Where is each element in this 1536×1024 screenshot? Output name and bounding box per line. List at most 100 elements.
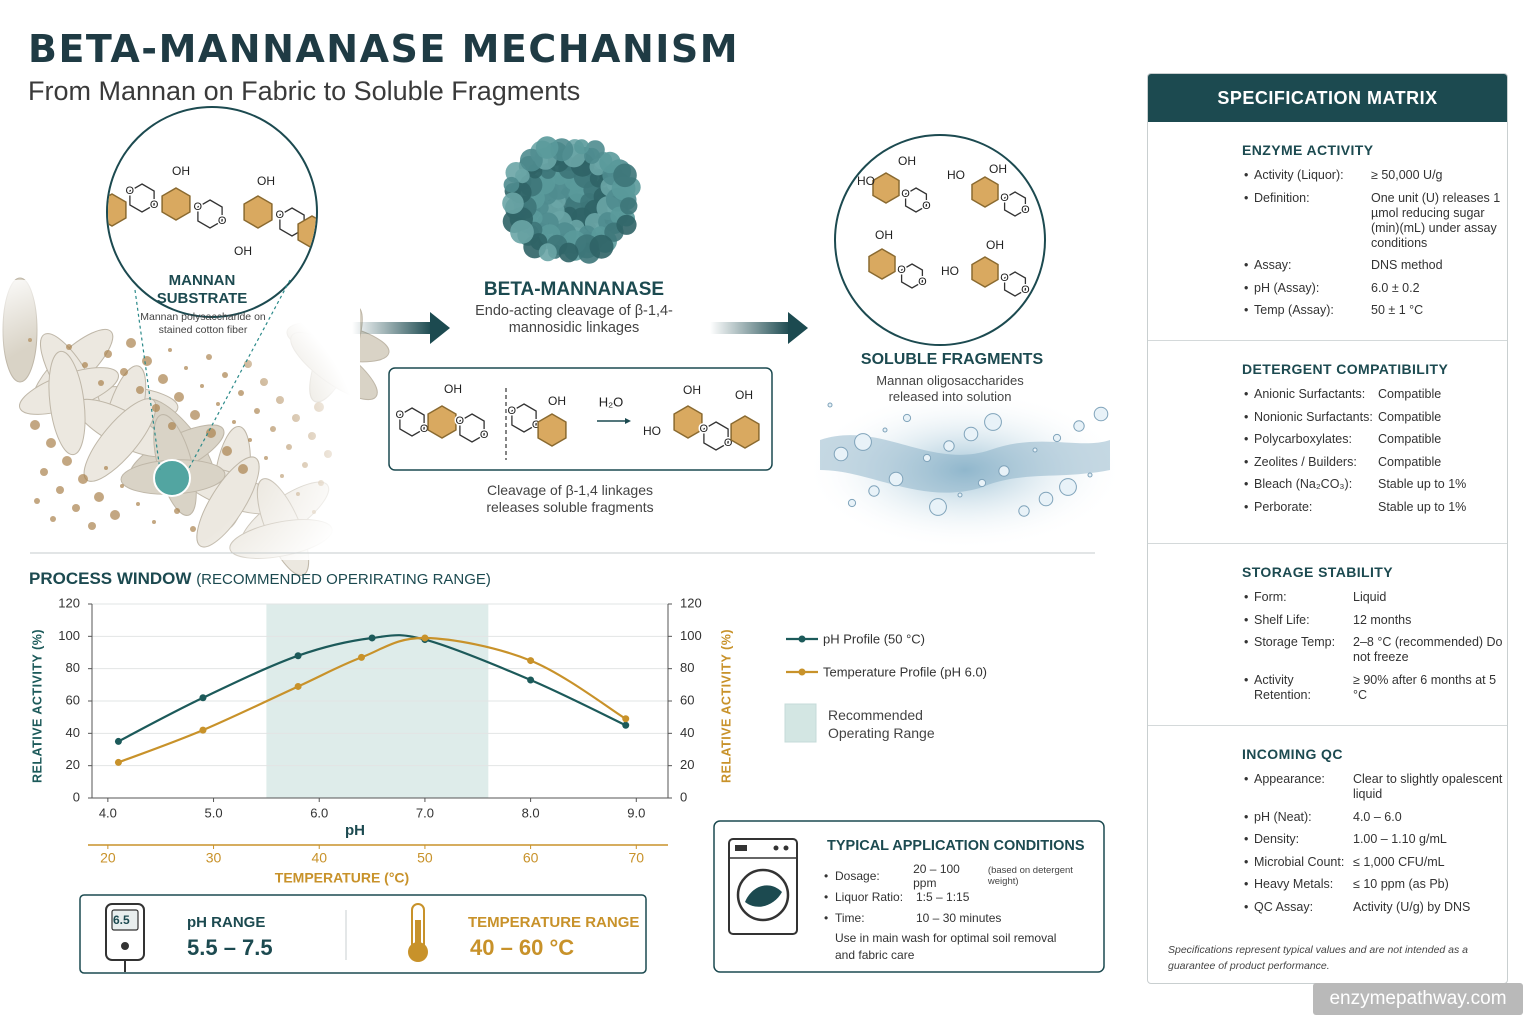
spec-value: 12 months xyxy=(1353,612,1412,627)
droplet xyxy=(1073,420,1085,432)
droplet xyxy=(827,402,833,408)
atom-label: O xyxy=(1000,192,1009,204)
group-label: HO xyxy=(941,264,959,278)
linkage-ring xyxy=(900,263,924,289)
spec-value: ≥ 90% after 6 months at 5 °C xyxy=(1353,672,1497,702)
spec-label: Perborate: xyxy=(1244,500,1378,515)
spec-row: Assay:DNS method xyxy=(1244,258,1506,273)
section-title: INCOMING QC xyxy=(1242,746,1343,762)
chart-title-note: (RECOMMENDED OPERIRATING RANGE) xyxy=(196,571,491,588)
atom-label: O xyxy=(700,423,709,435)
temp-range-label: TEMPERATURE RANGE xyxy=(468,914,640,931)
atom-label: O xyxy=(897,264,906,276)
x2-tick-label: 60 xyxy=(523,850,539,866)
page-title: BETA-MANNANASE MECHANISM xyxy=(28,27,740,71)
data-point xyxy=(368,634,376,642)
spec-row: Activity (Liquor):≥ 50,000 U/g xyxy=(1244,168,1506,183)
spec-row: Zeolites / Builders:Compatible xyxy=(1244,455,1506,470)
y-axis-label: RELATIVE ACTIVITY (%) xyxy=(30,629,44,783)
atom-label: O xyxy=(276,209,285,221)
zoom-spot xyxy=(153,459,191,497)
mannose-ring xyxy=(427,405,457,439)
section-rows: Activity (Liquor):≥ 50,000 U/gDefinition… xyxy=(1244,168,1506,326)
bullet-label: Liquor Ratio: xyxy=(824,890,916,904)
spec-label: Activity Retention: xyxy=(1244,673,1353,703)
data-point xyxy=(294,652,302,660)
spec-row: Temp (Assay):50 ± 1 °C xyxy=(1244,303,1506,318)
application-value: 20 – 100 ppm xyxy=(913,861,960,890)
spec-label: Storage Temp: xyxy=(1244,635,1353,665)
y2-tick-label: 80 xyxy=(680,660,694,675)
x2-axis-label: TEMPERATURE (°C) xyxy=(275,870,409,886)
atom-label: O xyxy=(150,199,159,211)
spec-label: Anionic Surfactants: xyxy=(1244,387,1378,402)
spec-section: DETERGENT COMPATIBILITY Anionic Surfactan… xyxy=(1148,340,1507,544)
atom-label: O xyxy=(396,409,405,421)
bullet-label: Dosage: xyxy=(824,869,913,883)
droplet xyxy=(1093,406,1109,422)
ph-meter-button xyxy=(121,942,129,950)
y2-tick-label: 120 xyxy=(680,595,702,610)
droplet xyxy=(963,426,979,442)
washer-display xyxy=(735,845,747,851)
residue xyxy=(535,136,559,159)
group-label: OH xyxy=(875,228,893,242)
application-note: Use in main wash for optimal soil remova… xyxy=(835,931,1057,962)
droplet xyxy=(998,465,1010,477)
y2-tick-label: 0 xyxy=(680,789,687,804)
y-tick-label: 20 xyxy=(66,757,80,772)
section-rows: Appearance:Clear to slightly opalescent … xyxy=(1244,772,1506,922)
application-row: Liquor Ratio:1:5 – 1:15 xyxy=(824,886,1102,907)
spec-value: Compatible xyxy=(1378,454,1442,469)
spec-label: Assay: xyxy=(1244,258,1371,273)
fragments-zoom xyxy=(834,134,1046,346)
application-value: 10 – 30 minutes xyxy=(916,910,1002,925)
meter-display: 6.5 xyxy=(113,913,130,927)
x-axis-label: pH xyxy=(345,822,365,839)
enzyme-structure xyxy=(502,136,641,264)
application-value: 1:5 – 1:15 xyxy=(916,889,970,904)
x-tick-label: 8.0 xyxy=(522,805,540,820)
spec-label: Bleach (Na₂CO₃): xyxy=(1244,477,1378,492)
spec-value: One unit (U) releases 1 µmol reducing su… xyxy=(1371,190,1501,250)
page-subtitle: From Mannan on Fabric to Soluble Fragmen… xyxy=(28,76,581,106)
application-note: (based on detergent weight) xyxy=(987,864,1073,887)
residue xyxy=(558,242,579,263)
thermometer-bulb xyxy=(408,942,428,962)
atom-label: O xyxy=(126,185,135,197)
spec-value: DNS method xyxy=(1371,258,1443,272)
washer-knob xyxy=(783,845,789,851)
spec-value: ≤ 1,000 CFU/mL xyxy=(1353,854,1445,869)
x2-tick-label: 50 xyxy=(417,850,433,866)
group-label: OH xyxy=(986,238,1004,252)
spec-label: pH (Neat): xyxy=(1244,810,1353,825)
thermometer-level xyxy=(415,920,421,950)
residue xyxy=(589,234,614,259)
spec-row: Appearance:Clear to slightly opalescent … xyxy=(1244,772,1506,802)
mannose-ring xyxy=(108,193,127,227)
group-label: OH xyxy=(257,174,275,188)
molecules: OOOOOOOHOHOHOOOOOOOOOHHOOHHOOHOHHOOOOOOO… xyxy=(108,154,1032,451)
section-title: STORAGE STABILITY xyxy=(1242,564,1393,580)
group-label: OH xyxy=(444,382,462,396)
group-label: HO xyxy=(643,424,661,438)
spec-label: Appearance: xyxy=(1244,772,1353,802)
application-row: Dosage:20 – 100 ppm (based on detergent w… xyxy=(824,862,1102,890)
droplet xyxy=(1038,491,1054,507)
spec-value: Activity (U/g) by DNS xyxy=(1353,899,1471,914)
y-tick-label: 0 xyxy=(73,789,80,804)
data-point xyxy=(527,676,535,684)
range-card xyxy=(79,894,647,974)
enzyme-description: Endo-acting cleavage of β-1,4-mannosidic… xyxy=(475,303,673,337)
residue xyxy=(538,243,557,262)
y-tick-label: 60 xyxy=(66,692,80,707)
spec-label: Heavy Metals: xyxy=(1244,877,1353,892)
droplet xyxy=(1087,472,1093,478)
atom-label: O xyxy=(480,429,489,441)
spec-label: Temp (Assay): xyxy=(1244,303,1371,318)
spec-value: Clear to slightly opalescent liquid xyxy=(1353,772,1503,801)
spec-value: 6.0 ± 0.2 xyxy=(1371,280,1420,295)
arrow-head xyxy=(788,312,808,344)
droplet xyxy=(833,446,849,462)
